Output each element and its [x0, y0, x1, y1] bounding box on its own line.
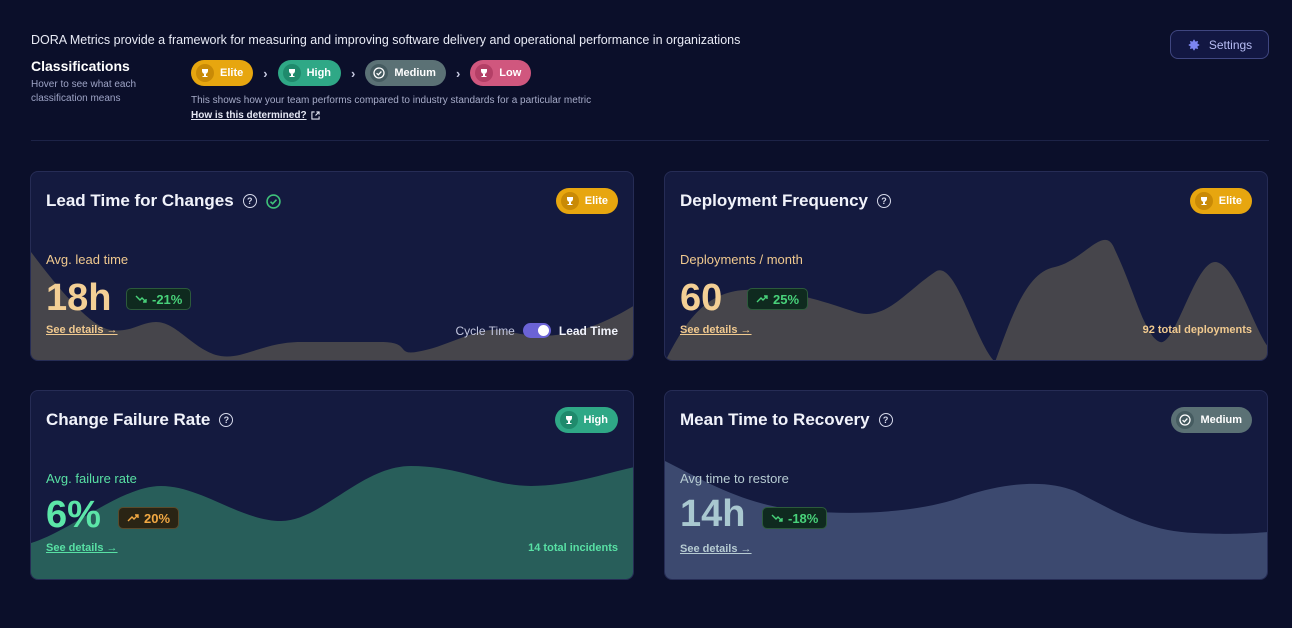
status-badge: Elite: [555, 188, 618, 214]
classification-elite-label: Elite: [220, 67, 244, 79]
check-circle-icon: [370, 64, 389, 82]
trophy-icon: [196, 64, 214, 82]
chevron-right-icon: ›: [351, 65, 356, 81]
trend-up-icon: [756, 295, 768, 303]
change-failure-card: Change Failure Rate ? High Avg. failure …: [30, 390, 634, 580]
metric-value: 60: [680, 277, 723, 319]
classification-low-label: Low: [499, 67, 522, 79]
trophy-icon: [475, 64, 494, 82]
classification-high[interactable]: High: [277, 60, 342, 86]
help-icon[interactable]: ?: [219, 413, 234, 427]
delta-badge: -18%: [762, 507, 828, 529]
card-title: Deployment Frequency ?: [680, 191, 891, 211]
external-link-icon: [310, 111, 320, 120]
deployment-sparkline: [666, 239, 1267, 360]
trophy-icon: [560, 192, 579, 210]
chevron-right-icon: ›: [455, 65, 461, 81]
classification-high-label: High: [306, 67, 332, 79]
classification-elite[interactable]: Elite: [191, 60, 254, 86]
metric-label: Deployments / month: [680, 252, 803, 267]
check-circle-icon: [1176, 411, 1195, 429]
delta-value: -21%: [152, 291, 183, 307]
check-circle-icon: [265, 193, 281, 209]
classification-levels: Elite › High › Medium › Low: [191, 60, 532, 86]
gear-icon: [1188, 39, 1200, 50]
total-incidents: 14 total incidents: [528, 542, 618, 554]
status-badge: Elite: [1189, 188, 1252, 214]
recovery-title: Mean Time to Recovery: [680, 410, 870, 429]
total-deployments: 92 total deployments: [1142, 324, 1252, 336]
see-details-link[interactable]: See details →: [680, 324, 752, 336]
status-badge: Medium: [1171, 407, 1252, 433]
lead-time-card: Lead Time for Changes ? Elite Avg. lead …: [30, 171, 634, 361]
metric-value: 6%: [46, 494, 101, 536]
classification-explanation: This shows how your team performs compar…: [191, 95, 592, 106]
toggle-left-label: Cycle Time: [455, 323, 515, 338]
lead-time-switch[interactable]: [522, 323, 551, 338]
delta-value: 25%: [773, 291, 800, 307]
chevron-right-icon: ›: [263, 65, 268, 81]
see-details-link[interactable]: See details →: [680, 543, 752, 555]
dora-intro-text: DORA Metrics provide a framework for mea…: [31, 33, 741, 47]
badge-label: Elite: [584, 195, 608, 207]
status-badge: High: [554, 407, 618, 433]
help-icon[interactable]: ?: [877, 194, 891, 208]
badge-label: Medium: [1200, 414, 1242, 426]
trend-down-icon: [771, 514, 783, 522]
trophy-icon: [559, 411, 578, 429]
how-determined-link[interactable]: How is this determined?: [191, 110, 320, 121]
badge-label: High: [583, 414, 608, 426]
recovery-card: Mean Time to Recovery ? Medium Avg time …: [664, 390, 1268, 580]
classification-low[interactable]: Low: [470, 60, 532, 86]
section-divider: [31, 140, 1269, 141]
card-title: Change Failure Rate ?: [46, 410, 234, 430]
deployment-frequency-card: Deployment Frequency ? Elite Deployments…: [664, 171, 1268, 361]
help-icon[interactable]: ?: [242, 194, 257, 208]
delta-badge: -21%: [126, 288, 192, 310]
see-details-link[interactable]: See details →: [46, 542, 118, 554]
badge-label: Elite: [1218, 195, 1242, 207]
metric-label: Avg. lead time: [46, 252, 129, 267]
recovery-sparkline: [665, 461, 1267, 579]
metric-label: Avg time to restore: [680, 471, 789, 486]
classification-medium[interactable]: Medium: [365, 60, 446, 86]
card-title: Mean Time to Recovery ?: [680, 410, 893, 430]
delta-value: -18%: [788, 510, 819, 526]
trend-down-icon: [135, 295, 147, 303]
trend-up-icon: [127, 514, 139, 522]
delta-badge: 25%: [747, 288, 809, 310]
card-title: Lead Time for Changes ?: [46, 191, 281, 211]
trophy-icon: [282, 64, 301, 82]
metric-label: Avg. failure rate: [46, 471, 137, 486]
classifications-subtitle: Hover to see what each classification me…: [31, 79, 137, 104]
trophy-icon: [1194, 192, 1213, 210]
switch-knob: [537, 325, 549, 336]
classifications-title: Classifications: [31, 58, 130, 74]
classification-medium-label: Medium: [394, 67, 436, 79]
delta-value: 20%: [144, 510, 171, 526]
lead-time-sparkline: [31, 252, 633, 360]
help-icon[interactable]: ?: [878, 413, 893, 427]
failure-sparkline: [31, 466, 633, 579]
deployment-title: Deployment Frequency: [680, 191, 868, 210]
lead-time-title: Lead Time for Changes: [46, 191, 234, 210]
how-determined-label: How is this determined?: [191, 110, 307, 121]
delta-badge: 20%: [118, 507, 180, 529]
settings-label: Settings: [1208, 37, 1253, 52]
cycle-lead-toggle: Cycle Time Lead Time: [456, 323, 618, 338]
failure-title: Change Failure Rate: [46, 410, 211, 429]
metric-value: 18h: [46, 277, 112, 319]
settings-button[interactable]: Settings: [1170, 30, 1269, 59]
toggle-right-label: Lead Time: [558, 323, 618, 338]
see-details-link[interactable]: See details →: [46, 324, 118, 336]
metric-value: 14h: [680, 493, 746, 535]
